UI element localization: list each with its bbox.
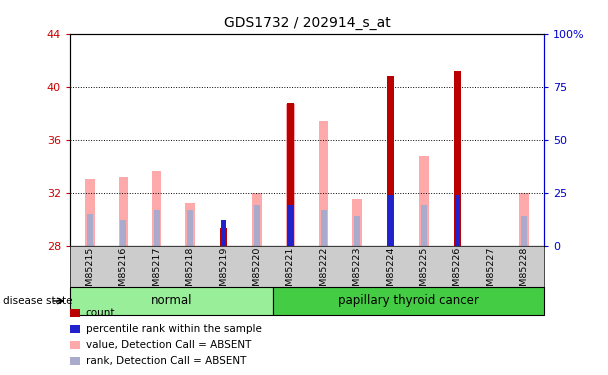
Bar bbox=[354, 216, 360, 246]
Text: GSM85217: GSM85217 bbox=[152, 247, 161, 298]
Text: count: count bbox=[86, 308, 116, 318]
Text: papillary thyroid cancer: papillary thyroid cancer bbox=[338, 294, 479, 307]
Bar bbox=[454, 71, 461, 246]
Text: GSM85225: GSM85225 bbox=[420, 247, 429, 298]
Text: GSM85227: GSM85227 bbox=[486, 247, 496, 298]
Text: GSM85226: GSM85226 bbox=[453, 247, 462, 298]
Bar bbox=[286, 103, 294, 246]
Title: GDS1732 / 202914_s_at: GDS1732 / 202914_s_at bbox=[224, 16, 390, 30]
Text: value, Detection Call = ABSENT: value, Detection Call = ABSENT bbox=[86, 340, 251, 350]
Bar bbox=[420, 156, 429, 246]
Text: GSM85221: GSM85221 bbox=[286, 247, 295, 298]
Text: GSM85220: GSM85220 bbox=[252, 247, 261, 298]
Bar bbox=[152, 171, 162, 246]
Bar bbox=[286, 104, 295, 246]
Bar bbox=[273, 287, 544, 315]
Text: GSM85228: GSM85228 bbox=[520, 247, 528, 298]
Bar bbox=[521, 216, 527, 246]
Text: percentile rank within the sample: percentile rank within the sample bbox=[86, 324, 261, 334]
Bar bbox=[353, 199, 362, 246]
Text: GSM85215: GSM85215 bbox=[86, 247, 94, 298]
Bar bbox=[519, 193, 529, 246]
Text: GSM85224: GSM85224 bbox=[386, 247, 395, 298]
Bar bbox=[455, 195, 460, 246]
Bar bbox=[70, 287, 273, 315]
Bar bbox=[119, 177, 128, 246]
Bar bbox=[389, 195, 393, 246]
Bar bbox=[187, 210, 193, 246]
Bar bbox=[85, 179, 95, 246]
Bar bbox=[221, 220, 226, 246]
Bar bbox=[288, 206, 292, 246]
Text: GSM85218: GSM85218 bbox=[185, 247, 195, 298]
Bar bbox=[154, 210, 160, 246]
Bar bbox=[220, 228, 227, 246]
Bar bbox=[120, 220, 126, 246]
Bar bbox=[252, 193, 261, 246]
Text: GSM85222: GSM85222 bbox=[319, 247, 328, 298]
Bar bbox=[254, 206, 260, 246]
Bar bbox=[185, 203, 195, 246]
Bar bbox=[288, 206, 293, 246]
Text: normal: normal bbox=[151, 294, 192, 307]
Bar bbox=[87, 214, 93, 246]
Bar bbox=[421, 206, 427, 246]
Text: disease state: disease state bbox=[3, 296, 72, 306]
Text: GSM85223: GSM85223 bbox=[353, 247, 362, 298]
Text: rank, Detection Call = ABSENT: rank, Detection Call = ABSENT bbox=[86, 356, 246, 366]
Text: GSM85216: GSM85216 bbox=[119, 247, 128, 298]
Text: GSM85219: GSM85219 bbox=[219, 247, 228, 298]
Bar bbox=[319, 121, 328, 246]
Bar bbox=[321, 210, 326, 246]
Bar bbox=[387, 76, 394, 246]
